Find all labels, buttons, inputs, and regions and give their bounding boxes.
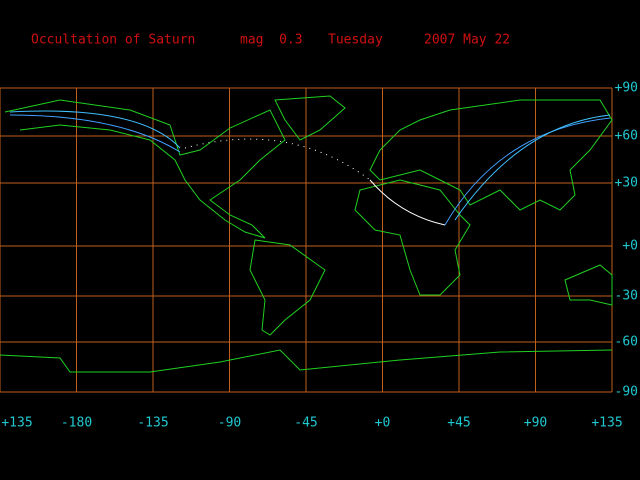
track-limit (9, 114, 181, 153)
x-tick-label: +90 (524, 416, 547, 431)
x-tick-label: +135 (1, 416, 32, 431)
track-limit (9, 110, 181, 149)
australia (564, 264, 613, 306)
x-tick-label: -90 (218, 416, 241, 431)
x-tick-label: -135 (137, 416, 168, 431)
title-weekday: Tuesday (328, 33, 383, 48)
x-tick-label: +0 (375, 416, 391, 431)
x-tick-label: +135 (591, 416, 622, 431)
x-tick-label: -45 (294, 416, 317, 431)
y-tick-label: +30 (615, 176, 638, 191)
title-date: 2007 May 22 (424, 33, 510, 48)
track-limit (454, 114, 611, 221)
track-center (369, 179, 446, 226)
x-tick-label: -180 (61, 416, 92, 431)
y-tick-label: -90 (615, 385, 638, 400)
coastlines (0, 95, 613, 373)
north-america (4, 99, 286, 239)
antarctica (0, 349, 613, 373)
y-tick-label: +60 (615, 129, 638, 144)
greenland (274, 95, 346, 141)
title-object: Occultation of Saturn (31, 33, 195, 48)
africa (354, 179, 471, 296)
title-magnitude: mag 0.3 (240, 33, 303, 48)
y-tick-label: +0 (622, 239, 638, 254)
eurasia (369, 99, 613, 211)
south-america (249, 239, 326, 336)
occultation-track (9, 110, 611, 226)
y-tick-label: -60 (615, 335, 638, 350)
y-tick-label: +90 (615, 81, 638, 96)
x-tick-label: +45 (447, 416, 470, 431)
grid (0, 87, 613, 393)
track-limit (444, 117, 611, 226)
y-tick-label: -30 (615, 289, 638, 304)
